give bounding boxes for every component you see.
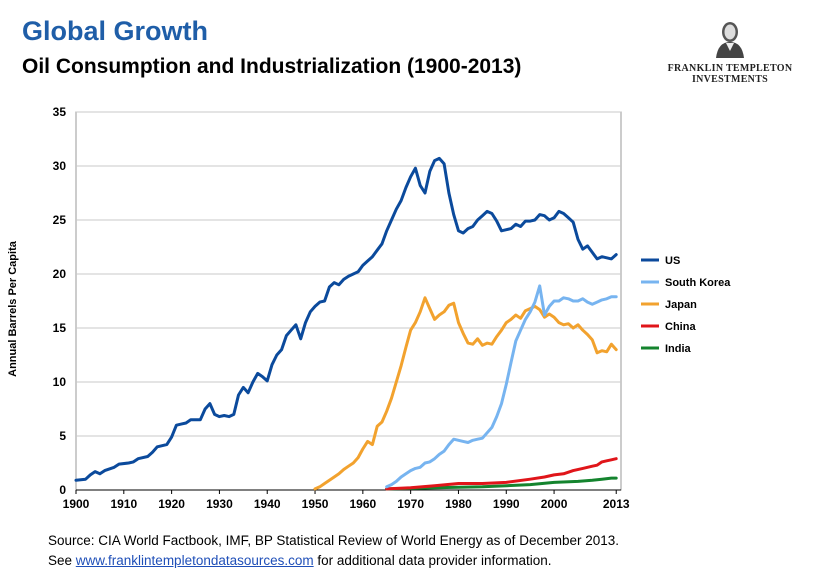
page-title: Global Growth bbox=[22, 16, 208, 46]
x-tick-label: 1990 bbox=[493, 497, 520, 511]
chart-subtitle: Oil Consumption and Industrialization (1… bbox=[22, 55, 522, 78]
x-tick-label: 1980 bbox=[445, 497, 472, 511]
portrait-icon bbox=[716, 22, 744, 58]
y-tick-label: 10 bbox=[53, 375, 67, 389]
y-tick-label: 5 bbox=[59, 429, 66, 443]
x-tick-label: 1900 bbox=[63, 497, 90, 511]
legend-label: India bbox=[665, 343, 692, 355]
y-axis-label: Annual Barrels Per Capita bbox=[7, 240, 19, 377]
legend-label: US bbox=[665, 255, 680, 267]
legend-label: South Korea bbox=[665, 277, 731, 289]
logo-line-1: FRANKLIN TEMPLETON bbox=[667, 63, 793, 74]
plot-frame bbox=[75, 111, 622, 491]
x-tick-label: 2013 bbox=[603, 497, 630, 511]
y-tick-label: 35 bbox=[53, 105, 67, 119]
see-line: See www.franklintempletondatasources.com… bbox=[48, 551, 619, 571]
x-tick-label: 1920 bbox=[158, 497, 185, 511]
x-tick-label: 2000 bbox=[541, 497, 568, 511]
x-tick-label: 1930 bbox=[206, 497, 233, 511]
series-line-india bbox=[385, 476, 618, 491]
logo-line-2: INVESTMENTS bbox=[691, 74, 769, 85]
series-line-china bbox=[385, 457, 618, 491]
see-prefix: See bbox=[48, 553, 76, 568]
x-tick-label: 1960 bbox=[349, 497, 376, 511]
y-tick-label: 15 bbox=[53, 321, 67, 335]
series-line-japan bbox=[313, 296, 618, 491]
x-tick-label: 1910 bbox=[110, 497, 137, 511]
see-suffix: for additional data provider information… bbox=[313, 553, 552, 568]
legend-label: China bbox=[665, 321, 696, 333]
y-tick-label: 0 bbox=[59, 483, 66, 497]
franklin-templeton-logo: FRANKLIN TEMPLETON INVESTMENTS bbox=[660, 18, 800, 85]
x-tick-label: 1950 bbox=[302, 497, 329, 511]
y-tick-label: 20 bbox=[53, 267, 67, 281]
y-tick-label: 25 bbox=[53, 213, 67, 227]
source-note: Source: CIA World Factbook, IMF, BP Stat… bbox=[48, 531, 619, 571]
series-line-south-korea bbox=[385, 284, 618, 489]
series-line-us bbox=[74, 156, 618, 482]
source-text: Source: CIA World Factbook, IMF, BP Stat… bbox=[48, 533, 619, 548]
y-tick-label: 30 bbox=[53, 159, 67, 173]
data-sources-link[interactable]: www.franklintempletondatasources.com bbox=[75, 553, 314, 568]
x-tick-label: 1970 bbox=[397, 497, 424, 511]
x-tick-label: 1940 bbox=[254, 497, 281, 511]
legend-label: Japan bbox=[665, 299, 697, 311]
line-chart: 0 5 10 15 20 25 30 35 1900 1910 1920 1930 1940 1950 19… bbox=[7, 105, 731, 511]
